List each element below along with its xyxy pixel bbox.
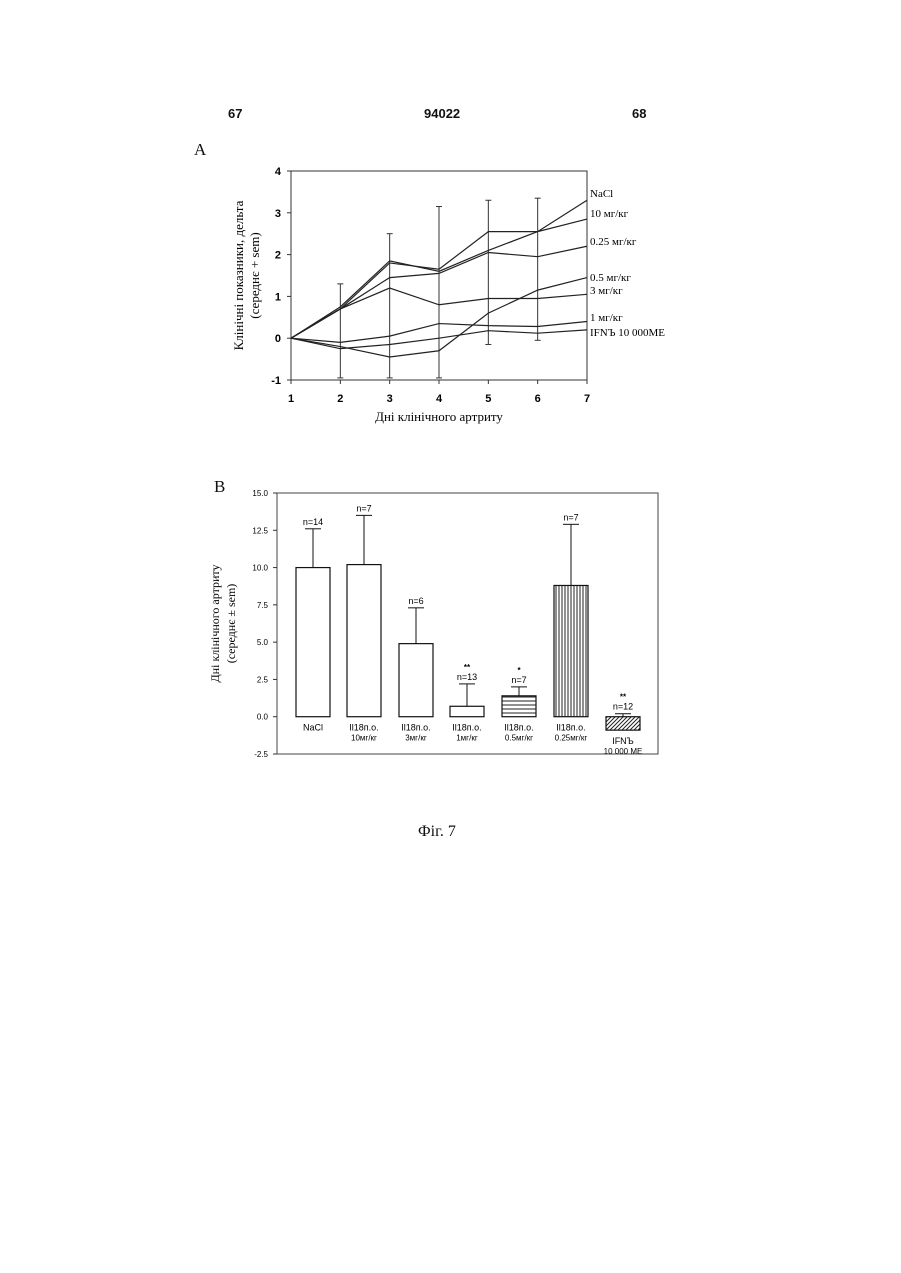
y-tick-label-b: 15.0 — [252, 489, 268, 498]
y-axis-label-a-line2: (середнє + sem) — [247, 232, 262, 318]
bar-significance-4: ** — [464, 663, 471, 672]
y-axis-label-a: Клінічні показники, дельта — [231, 200, 246, 350]
bar-chart-b: -2.5 0.0 2.5 5.0 7.5 10.0 12.5 15.0 Дні клінічно… — [208, 489, 658, 759]
y-tick-label-a: 1 — [275, 291, 281, 303]
bar-label-7: IFNЪ — [612, 736, 634, 746]
x-tick-label-a: 4 — [436, 393, 443, 405]
y-tick-label-b: 0.0 — [257, 713, 269, 722]
y-tick-label-b: -2.5 — [254, 750, 268, 759]
line-chart-a: -1 0 1 2 3 4 1 2 3 4 5 6 7 Дні клінічного артриту Клін… — [231, 166, 665, 424]
x-tick-label-a: 7 — [584, 393, 590, 405]
bar-sublabel-6: 0.25мг/кг — [555, 734, 588, 743]
x-tick-label-a: 6 — [535, 393, 541, 405]
y-tick-label-a: -1 — [271, 375, 281, 387]
bar-label-1: NaCl — [303, 723, 323, 733]
bar-6 — [554, 585, 588, 716]
bar-2 — [347, 565, 381, 717]
bar-sublabel-7: 10 000 МЕ — [604, 747, 643, 756]
bar-n-label-1: n=14 — [303, 517, 323, 527]
series-label-6: 1 мг/кг — [590, 312, 623, 324]
bar-sublabel-4: 1мг/кг — [456, 734, 478, 743]
bar-label-4: Il18п.о. — [452, 723, 481, 733]
bar-label-3: Il18п.о. — [401, 723, 430, 733]
bar-label-5: Il18п.о. — [504, 723, 533, 733]
bar-4 — [450, 706, 484, 716]
y-tick-label-a: 3 — [275, 208, 281, 220]
bar-5 — [502, 696, 536, 717]
series-label-2: 10 мг/кг — [590, 208, 629, 220]
bar-1 — [296, 568, 330, 717]
bar-7 — [606, 717, 640, 730]
bar-n-label-4: n=13 — [457, 672, 477, 682]
figure-caption: Фіг. 7 — [418, 823, 456, 841]
bar-significance-5: * — [517, 666, 521, 675]
x-tick-label-a: 5 — [485, 393, 491, 405]
y-tick-label-a: 0 — [275, 333, 281, 345]
bar-n-label-5: n=7 — [511, 675, 526, 685]
y-tick-label-b: 7.5 — [257, 601, 269, 610]
bar-3 — [399, 644, 433, 717]
series-label-3: 0.25 мг/кг — [590, 236, 637, 248]
y-tick-label-b: 5.0 — [257, 638, 269, 647]
x-axis-label-a: Дні клінічного артриту — [375, 409, 503, 424]
y-axis-label-b-line2: (середнє ± sem) — [224, 584, 238, 664]
series-label-1: NaCl — [590, 188, 613, 200]
bar-n-label-3: n=6 — [408, 596, 423, 606]
bar-sublabel-5: 0.5мг/кг — [505, 734, 533, 743]
bar-sublabel-3: 3мг/кг — [405, 734, 427, 743]
bar-n-label-2: n=7 — [356, 503, 371, 513]
y-axis-label-b: Дні клінічного артриту — [208, 565, 222, 683]
y-tick-label-b: 10.0 — [252, 564, 268, 573]
bar-n-label-7: n=12 — [613, 702, 633, 712]
y-tick-label-a: 2 — [275, 250, 281, 262]
bar-sublabel-2: 10мг/кг — [351, 734, 377, 743]
x-tick-label-a: 2 — [337, 393, 343, 405]
series-label-4: 0.5 мг/кг — [590, 272, 631, 284]
series-label-5: 3 мг/кг — [590, 285, 623, 297]
y-tick-label-b: 2.5 — [257, 675, 269, 684]
bar-significance-7: ** — [620, 693, 627, 702]
bar-n-label-6: n=7 — [563, 512, 578, 522]
bar-label-6: Il18п.о. — [556, 723, 585, 733]
x-tick-label-a: 1 — [288, 393, 294, 405]
x-tick-label-a: 3 — [387, 393, 393, 405]
bar-label-2: Il18п.о. — [349, 723, 378, 733]
y-tick-label-a: 4 — [275, 166, 282, 178]
series-label-7: IFNЪ 10 000МЕ — [590, 327, 665, 339]
y-tick-label-b: 12.5 — [252, 526, 268, 535]
